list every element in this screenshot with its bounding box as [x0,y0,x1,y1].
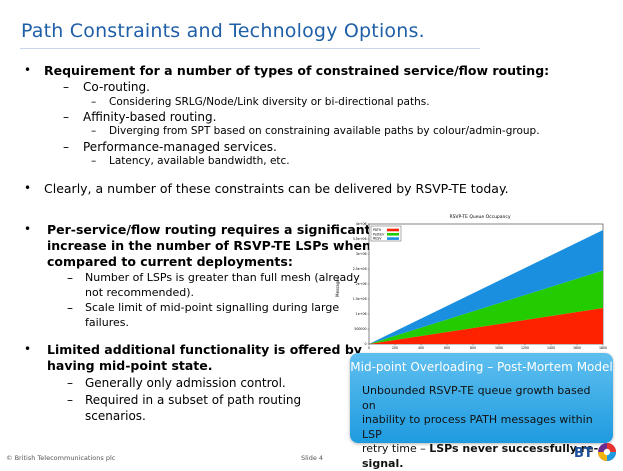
callout-line2: inability to process PATH messages withi… [362,413,593,441]
y-tick-label: 0 [364,342,366,346]
sub-lsp-count-line2: not recommended). [85,286,195,299]
x-tick-label: 1400 [547,346,555,350]
series-area-resv [369,230,603,344]
legend-swatch [387,228,399,232]
detail-affinity-routing: Diverging from SPT based on constraining… [109,125,540,137]
dash-marker: – [63,110,69,124]
sub-co-routing: Co-routing. [83,80,150,94]
detail-co-routing: Considering SRLG/Node/Link diversity or … [109,96,430,108]
y-tick-label: 2.5e+06 [353,267,367,271]
bt-globe-center [603,448,611,456]
detail-performance-services: Latency, available bandwidth, etc. [109,155,290,167]
sub-affinity-routing: Affinity-based routing. [83,110,217,124]
dash-marker: – [91,125,97,137]
y-tick-label: 3.5e+06 [353,237,367,241]
y-tick-label: 4e+06 [356,222,367,226]
x-tick-label: 800 [470,346,476,350]
dash-marker: – [67,393,73,407]
copyright-text: © British Telecommunications plc [6,454,116,462]
callout-body: Unbounded RSVP-TE queue growth based on … [362,384,603,471]
legend-label: RESV [373,237,382,241]
legend-swatch [387,237,399,240]
sub-lsp-count-line1: Number of LSPs is greater than full mesh… [85,271,360,284]
y-tick-label: 500000 [354,327,366,331]
bullet-marker: • [24,63,32,77]
mid-point-overloading-callout: Mid-point Overloading – Post-Mortem Mode… [350,353,613,470]
callout-title: Mid-point Overloading – Post-Mortem Mode… [350,360,613,374]
queue-occupancy-chart: RSVP-TE Queue Occupancy 0 200 400 600 800 100… [335,214,607,358]
legend-label: PATH [373,228,382,232]
bullet-per-service-line1: Per-service/flow routing requires a sign… [47,222,371,237]
legend-swatch [387,233,399,236]
dash-marker: – [63,80,69,94]
callout-line3-bold: LSPs never successfully re-signal. [362,442,599,470]
bt-logo-text: BT [574,446,593,461]
dash-marker: – [63,140,69,154]
x-tick-label: 1600 [573,346,581,350]
bullet-per-service-line3: compared to current deployments: [47,254,293,269]
slide-number: Slide 4 [301,454,324,462]
callout-line3-plain: retry time – [362,442,430,455]
dash-marker: – [67,271,73,285]
chart-ylabel: Messages [335,277,340,297]
sub-scale-limit-line2: failures. [85,316,129,329]
x-tick-label: 200 [392,346,398,350]
bullet-marker: • [24,222,32,236]
y-tick-label: 1.5e+06 [353,297,367,301]
x-tick-label: 600 [444,346,450,350]
slide-title: Path Constraints and Technology Options. [21,20,425,42]
y-tick-label: 1e+06 [356,312,367,316]
sub-path-routing-line1: Required in a subset of path routing [85,393,302,407]
x-tick-label: 1000 [495,346,503,350]
bullet-per-service-line2: increase in the number of RSVP-TE LSPs w… [47,238,371,253]
bullet-limited-functionality-line2: having mid-point state. [47,358,213,373]
dash-marker: – [67,376,73,390]
bullet-constrained-routing: Requirement for a number of types of con… [44,63,550,78]
x-tick-label: 0 [368,346,370,350]
sub-path-routing-line2: scenarios. [85,409,146,423]
x-tick-label: 400 [418,346,424,350]
sub-performance-services: Performance-managed services. [83,140,277,154]
bt-logo: BT [574,443,616,461]
dash-marker: – [67,301,73,315]
x-tick-label: 1800 [599,346,607,350]
y-tick-label: 3e+06 [356,252,367,256]
dash-marker: – [91,155,97,167]
dash-marker: – [91,96,97,108]
y-tick-label: 2e+06 [356,282,367,286]
sub-admission-control: Generally only admission control. [85,376,286,390]
bullet-marker: • [24,181,32,195]
bullet-rsvp-te-today: Clearly, a number of these constraints c… [44,181,509,196]
sub-scale-limit-line1: Scale limit of mid-point signalling duri… [85,301,340,314]
x-tick-label: 1200 [521,346,529,350]
title-rule [20,48,480,49]
bullet-limited-functionality-line1: Limited additional functionality is offe… [47,342,362,357]
bullet-marker: • [24,342,32,356]
chart-title: RSVP-TE Queue Occupancy [449,214,510,220]
legend-label: PathErr [373,232,385,236]
callout-line3: retry time – LSPs never successfully re-… [362,442,603,471]
callout-line1: Unbounded RSVP-TE queue growth based on [362,384,591,412]
